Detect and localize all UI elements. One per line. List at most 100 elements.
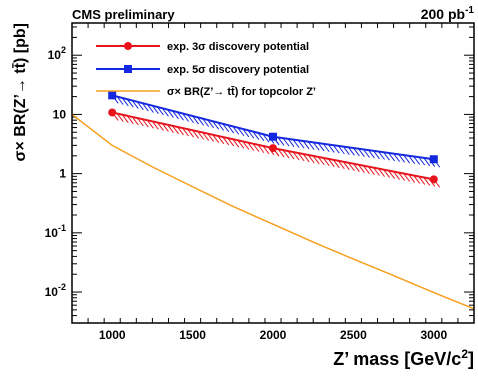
- band-hatch: [217, 122, 225, 131]
- legend-label-1: exp. 3σ discovery potential: [167, 41, 309, 53]
- band-hatch: [347, 162, 355, 172]
- band-hatch: [257, 132, 265, 142]
- band-hatch: [312, 142, 320, 151]
- band-hatch: [242, 141, 250, 150]
- data-point: [269, 144, 277, 153]
- band-hatch: [383, 169, 390, 178]
- band-hatch: [322, 157, 330, 167]
- band-hatch: [368, 166, 375, 175]
- band-hatch: [212, 134, 220, 144]
- band-hatch: [151, 121, 159, 130]
- band-hatch: [358, 164, 365, 174]
- y-tick-label: 10: [53, 107, 67, 121]
- band-hatch: [202, 132, 210, 141]
- band-hatch: [262, 145, 270, 155]
- band-hatch: [342, 161, 350, 171]
- band-hatch: [327, 144, 335, 153]
- band-hatch: [352, 163, 360, 173]
- band-hatch: [242, 128, 250, 138]
- band-hatch: [337, 145, 345, 155]
- band-hatch: [136, 101, 144, 111]
- band-hatch: [237, 139, 245, 149]
- band-hatch: [247, 142, 255, 151]
- band-hatch: [187, 128, 194, 138]
- band-hatch: [423, 177, 431, 186]
- x-tick-label: 3000: [420, 328, 447, 342]
- band-hatch: [418, 176, 426, 185]
- band-hatch: [172, 110, 179, 120]
- band-hatch: [232, 138, 240, 148]
- band-hatch: [126, 115, 134, 125]
- band-hatch: [312, 155, 320, 165]
- band-hatch: [146, 104, 154, 113]
- band-hatch: [287, 138, 295, 148]
- band-hatch: [207, 119, 215, 129]
- band-hatch: [282, 149, 290, 159]
- band-hatch: [257, 144, 265, 154]
- band-hatch: [378, 151, 385, 160]
- band-hatch: [378, 168, 385, 177]
- band-hatch: [162, 123, 169, 132]
- band-hatch: [177, 111, 184, 121]
- band-hatch: [297, 139, 305, 149]
- band-hatch: [157, 106, 164, 116]
- band-hatch: [332, 144, 340, 154]
- band-hatch: [418, 156, 426, 166]
- band-hatch: [393, 153, 401, 162]
- band-hatch: [352, 147, 360, 157]
- series-line-3: [72, 113, 474, 310]
- band-hatch: [141, 102, 149, 112]
- data-point: [108, 91, 117, 100]
- band-hatch: [292, 151, 300, 161]
- band-hatch: [252, 143, 260, 152]
- legend-marker: [124, 65, 132, 73]
- band-hatch: [126, 98, 134, 108]
- band-hatch: [116, 113, 124, 122]
- band-hatch: [307, 154, 315, 164]
- band-hatch: [337, 160, 345, 170]
- band-hatch: [403, 154, 411, 164]
- band-hatch: [116, 96, 124, 105]
- x-tick-label: 2500: [340, 328, 367, 342]
- band-hatch: [207, 133, 215, 142]
- band-hatch: [222, 123, 230, 133]
- band-hatch: [393, 171, 401, 180]
- y-tick-label: 10-2: [45, 282, 66, 299]
- band-hatch: [408, 155, 416, 165]
- band-hatch: [363, 165, 370, 174]
- band-hatch: [398, 154, 406, 163]
- band-hatch: [347, 146, 355, 156]
- band-hatch: [287, 150, 295, 160]
- band-hatch: [282, 137, 290, 147]
- band-hatch: [317, 156, 325, 166]
- band-hatch: [363, 149, 370, 158]
- band-hatch: [302, 153, 310, 163]
- band-hatch: [202, 118, 210, 127]
- band-hatch: [383, 151, 390, 161]
- band-hatch: [172, 125, 179, 135]
- band-hatch: [222, 136, 230, 146]
- band-hatch: [167, 109, 174, 118]
- x-axis-label: Z’ mass [GeV/c2]: [333, 347, 474, 369]
- band-hatch: [297, 152, 305, 162]
- band-hatch: [302, 140, 310, 150]
- legend-marker: [124, 42, 132, 50]
- band-hatch: [237, 127, 245, 136]
- band-hatch: [227, 137, 235, 147]
- band-hatch: [177, 126, 184, 136]
- band-hatch: [317, 142, 325, 152]
- band-hatch: [146, 119, 154, 129]
- band-hatch: [398, 172, 406, 181]
- data-point: [108, 108, 117, 117]
- band-hatch: [247, 129, 255, 139]
- band-hatch: [121, 97, 129, 107]
- band-hatch: [212, 120, 220, 130]
- x-tick-label: 1500: [179, 328, 206, 342]
- legend-label-2: exp. 5σ discovery potential: [167, 64, 309, 76]
- header-right-label: 200 pb-1: [421, 5, 475, 22]
- band-hatch: [187, 114, 194, 124]
- band-hatch: [332, 159, 340, 169]
- band-hatch: [277, 137, 285, 146]
- band-hatch: [217, 135, 225, 145]
